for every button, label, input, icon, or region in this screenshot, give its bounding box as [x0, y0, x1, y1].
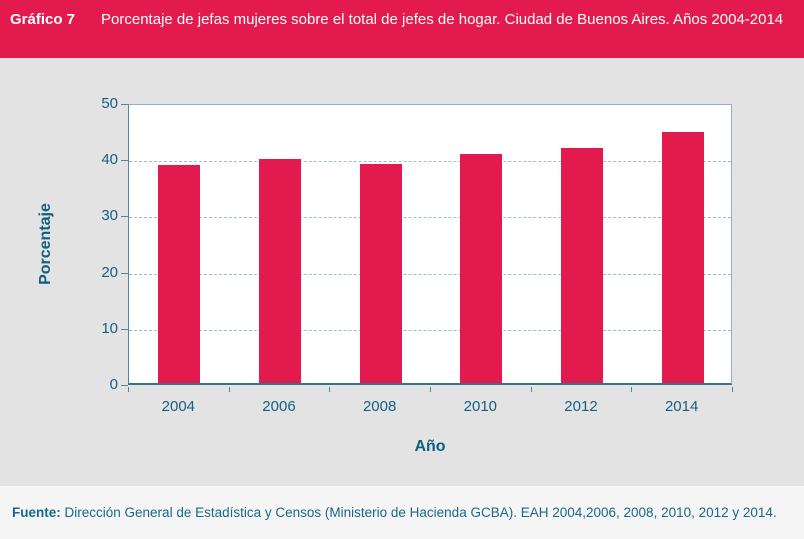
y-tick-mark-30: [121, 216, 128, 218]
chart-heading-text: Gráfico 7 Porcentaje de jefas mujeres sob…: [10, 9, 792, 30]
source-text: Dirección General de Estadística y Censo…: [64, 505, 777, 520]
y-tick-label-20: 20: [101, 263, 118, 281]
bar-2014: [661, 132, 704, 383]
y-tick-label-0: 0: [109, 376, 118, 393]
chart-number-label: Gráfico 7: [10, 11, 76, 28]
x-tick-label-2008: 2008: [362, 398, 397, 415]
x-tick-label-2010: 2010: [463, 398, 498, 415]
source-footer: Fuente: Dirección General de Estadística…: [0, 486, 804, 539]
y-tick-label-30: 30: [101, 207, 118, 225]
x-axis-boundary-tick-0: [128, 387, 129, 392]
x-axis-boundary-tick-6: [732, 387, 733, 392]
x-axis-boundary-tick-2: [329, 387, 331, 392]
x-tick-label-2004: 2004: [161, 398, 196, 415]
x-axis-boundary-tick-5: [631, 387, 633, 392]
y-tick-mark-40: [121, 160, 128, 162]
gridline-30: [129, 217, 731, 219]
bar-2004: [158, 164, 201, 383]
y-tick-mark-50: [121, 104, 128, 105]
y-tick-label-10: 10: [101, 319, 118, 337]
bar-2012: [561, 148, 603, 383]
y-tick-mark-0: [121, 385, 128, 386]
plot-area: [128, 104, 732, 385]
x-tick-label-2014: 2014: [664, 398, 699, 415]
x-axis-title: Año: [414, 438, 446, 455]
chart-header: Gráfico 7 Porcentaje de jefas mujeres sob…: [0, 0, 804, 58]
y-axis-title: Porcentaje: [37, 203, 54, 285]
x-tick-label-2006: 2006: [262, 398, 296, 415]
y-tick-mark-20: [121, 272, 128, 274]
source-label: Fuente:: [12, 505, 61, 520]
source-text-line: Fuente: Dirección General de Estadística…: [12, 505, 792, 521]
x-axis-boundary-tick-3: [430, 387, 431, 392]
y-tick-label-50: 50: [101, 95, 118, 112]
y-tick-label-40: 40: [101, 151, 118, 169]
x-axis-boundary-tick-4: [530, 387, 532, 392]
gridline-20: [129, 273, 731, 275]
bar-2006: [259, 159, 301, 383]
chart-region: Porcentaje Año 0 10 20 30 40 50 2004 2006 2008 20…: [0, 58, 804, 486]
x-tick-label-2012: 2012: [564, 398, 598, 415]
gridline-10: [129, 329, 731, 331]
x-axis-boundary-tick-1: [228, 387, 230, 392]
bar-2008: [359, 163, 402, 383]
gridline-40: [129, 161, 731, 163]
chart-title: Porcentaje de jefas mujeres sobre el tot…: [101, 11, 784, 28]
bar-2010: [460, 153, 503, 383]
y-tick-mark-10: [121, 328, 128, 330]
